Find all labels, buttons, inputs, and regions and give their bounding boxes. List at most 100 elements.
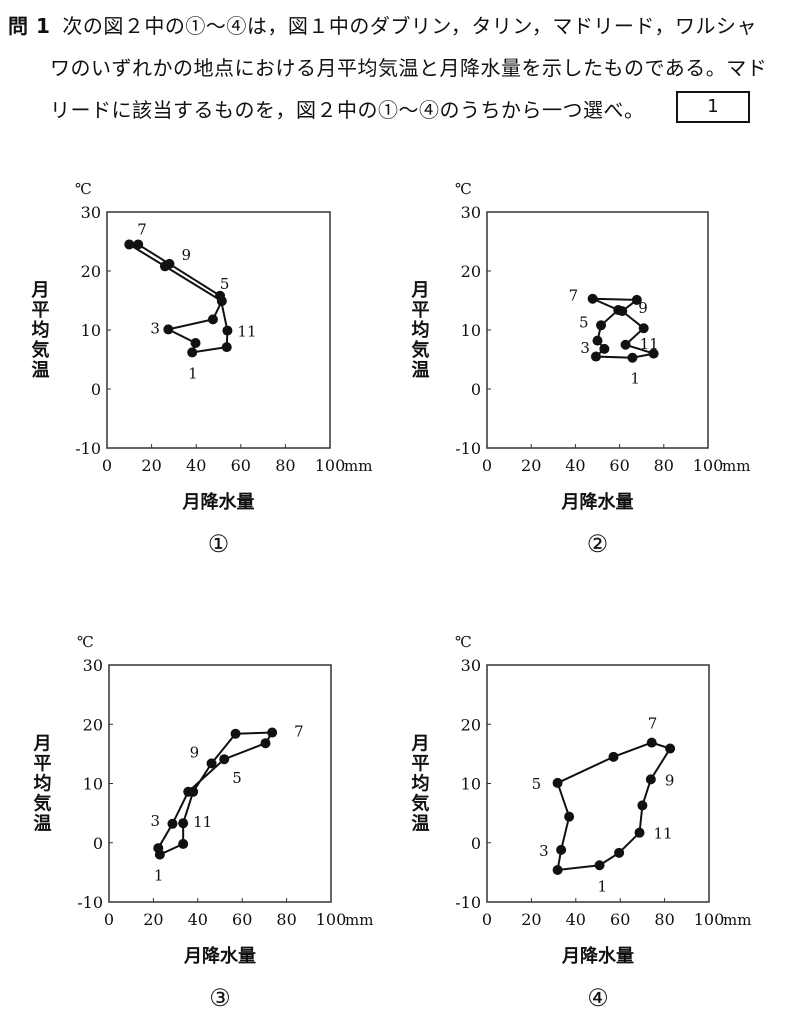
y-tick-label: -10	[455, 893, 481, 912]
x-unit: mm	[345, 911, 373, 929]
y-unit: ℃	[455, 633, 472, 651]
question-line-3: リードに該当するものを，図２中の①～④のうちから一つ選べ。	[50, 98, 645, 122]
month-label: 9	[190, 743, 200, 761]
y-axis-label: 月平均気温	[31, 733, 53, 833]
y-axis-label: 月平均気温	[409, 733, 431, 833]
y-axis-label: 月平均気温	[409, 280, 431, 380]
data-point	[552, 865, 563, 876]
data-point	[124, 239, 135, 250]
data-point	[215, 290, 226, 301]
x-axis-label: 月降水量	[183, 945, 256, 967]
x-axis-label: 月降水量	[561, 491, 634, 513]
chart-id: ③	[209, 984, 231, 1012]
data-point	[645, 774, 656, 785]
x-tick-label: 20	[521, 910, 541, 929]
data-point	[207, 314, 218, 325]
chart-id: ④	[587, 984, 609, 1012]
month-label: 3	[150, 319, 160, 337]
y-tick-label: 20	[461, 262, 481, 281]
data-point	[587, 293, 598, 304]
x-axis-label: 月降水量	[561, 945, 634, 967]
x-tick-label: 20	[141, 456, 161, 475]
y-tick-label: -10	[455, 439, 481, 458]
month-label: 7	[569, 287, 579, 305]
x-tick-label: 80	[654, 910, 674, 929]
month-label: 3	[150, 812, 160, 830]
y-tick-label: 10	[81, 321, 101, 340]
y-tick-label: 0	[471, 834, 481, 853]
plot-frame	[108, 664, 332, 903]
y-tick-label: 30	[83, 656, 103, 675]
x-axis-label: 月降水量	[182, 491, 255, 513]
month-label: 1	[188, 364, 198, 382]
y-tick-label: 0	[91, 380, 101, 399]
y-unit: ℃	[455, 180, 472, 198]
question-number: 問 1	[8, 14, 51, 38]
month-label: 3	[539, 842, 549, 860]
y-tick-label: 30	[461, 656, 481, 675]
data-point	[614, 847, 625, 858]
x-tick-label: 0	[482, 910, 492, 929]
x-tick-label: 100	[693, 456, 724, 475]
month-label: 7	[294, 723, 304, 741]
y-tick-label: 0	[93, 834, 103, 853]
month-label: 1	[154, 867, 164, 885]
x-tick-label: 0	[104, 910, 114, 929]
month-label: 11	[193, 813, 212, 831]
y-tick-label: -10	[75, 439, 101, 458]
answer-box[interactable]: 1	[676, 91, 750, 123]
series-line	[157, 731, 275, 857]
data-point	[665, 743, 676, 754]
x-tick-label: 40	[188, 910, 208, 929]
x-tick-label: 80	[654, 456, 674, 475]
x-tick-label: 20	[143, 910, 163, 929]
data-point	[617, 306, 628, 317]
x-tick-label: 0	[102, 456, 112, 475]
data-point	[594, 860, 605, 871]
y-tick-label: 10	[83, 775, 103, 794]
x-tick-label: 80	[276, 910, 296, 929]
month-label: 1	[630, 370, 640, 388]
question-line-1: 問 1 次の図２中の①～④は，図１中のダブリン，タリン，マドリード，ワルシャ	[8, 10, 757, 39]
x-tick-label: 0	[482, 456, 492, 475]
x-tick-label: 60	[609, 456, 629, 475]
x-tick-label: 80	[275, 456, 295, 475]
month-label: 9	[638, 299, 648, 317]
y-unit: ℃	[77, 633, 94, 651]
data-point	[627, 352, 638, 363]
data-point	[556, 844, 567, 855]
data-point	[178, 838, 189, 849]
data-point	[153, 843, 164, 854]
month-label: 7	[648, 715, 658, 733]
series-line	[125, 243, 229, 354]
x-tick-label: 100	[315, 456, 346, 475]
data-point	[219, 754, 230, 765]
month-label: 5	[220, 275, 230, 293]
y-tick-label: 10	[461, 321, 481, 340]
data-point	[178, 818, 189, 829]
data-point	[164, 258, 175, 269]
month-label: 5	[579, 313, 589, 331]
chart-id: ②	[587, 530, 609, 558]
month-label: 5	[232, 769, 242, 787]
month-label: 11	[640, 335, 659, 353]
y-axis-label: 月平均気温	[29, 280, 51, 380]
x-unit: mm	[723, 911, 751, 929]
data-point	[631, 294, 642, 305]
data-point	[163, 324, 174, 335]
y-tick-label: 20	[461, 715, 481, 734]
data-point	[188, 786, 199, 797]
data-point	[638, 323, 649, 334]
x-tick-label: 60	[232, 910, 252, 929]
month-label: 9	[665, 771, 675, 789]
x-tick-label: 40	[566, 910, 586, 929]
x-tick-label: 60	[610, 910, 630, 929]
y-tick-label: 10	[461, 775, 481, 794]
x-tick-label: 20	[521, 456, 541, 475]
data-point	[552, 777, 563, 788]
month-label: 3	[580, 339, 590, 357]
y-tick-label: 30	[461, 203, 481, 222]
data-point	[267, 727, 278, 738]
